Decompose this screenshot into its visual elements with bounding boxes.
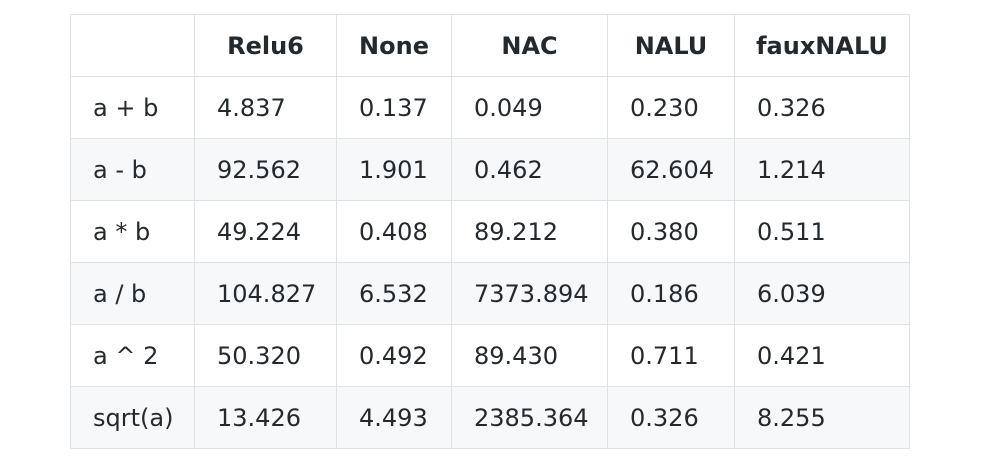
table-row: a ^ 2 50.320 0.492 89.430 0.711 0.421 [70, 324, 910, 387]
table-cell: 89.212 [451, 200, 608, 263]
table-cell: 49.224 [194, 200, 337, 263]
table-cell: 13.426 [194, 386, 337, 449]
table-cell: 0.186 [607, 262, 735, 325]
table-cell: 1.214 [734, 138, 910, 201]
table-cell: 0.049 [451, 76, 608, 139]
table-cell: 0.326 [607, 386, 735, 449]
table-cell: 2385.364 [451, 386, 608, 449]
table-cell: 0.380 [607, 200, 735, 263]
table-cell: 8.255 [734, 386, 910, 449]
table-body: a + b 4.837 0.137 0.049 0.230 0.326 a - … [70, 76, 910, 449]
header-cell-none: None [336, 14, 452, 77]
table-cell: 0.492 [336, 324, 452, 387]
table-cell: 0.711 [607, 324, 735, 387]
table-cell: 0.462 [451, 138, 608, 201]
row-label-cell: a / b [70, 262, 195, 325]
table-cell: 62.604 [607, 138, 735, 201]
table-cell: 0.511 [734, 200, 910, 263]
header-row: Relu6 None NAC NALU fauxNALU [70, 14, 910, 77]
table-cell: 4.493 [336, 386, 452, 449]
header-cell-nac: NAC [451, 14, 608, 77]
table-cell: 0.408 [336, 200, 452, 263]
results-table: Relu6 None NAC NALU fauxNALU a + b 4.837… [70, 14, 910, 449]
row-label-cell: a ^ 2 [70, 324, 195, 387]
row-label-cell: sqrt(a) [70, 386, 195, 449]
table-row: a + b 4.837 0.137 0.049 0.230 0.326 [70, 76, 910, 139]
row-label-cell: a * b [70, 200, 195, 263]
table-cell: 6.532 [336, 262, 452, 325]
header-cell-relu6: Relu6 [194, 14, 337, 77]
header-cell-corner [70, 14, 195, 77]
table-row: sqrt(a) 13.426 4.493 2385.364 0.326 8.25… [70, 386, 910, 449]
table-cell: 7373.894 [451, 262, 608, 325]
table-row: a * b 49.224 0.408 89.212 0.380 0.511 [70, 200, 910, 263]
table-cell: 50.320 [194, 324, 337, 387]
table-header: Relu6 None NAC NALU fauxNALU [70, 14, 910, 77]
table-cell: 0.326 [734, 76, 910, 139]
table-row: a / b 104.827 6.532 7373.894 0.186 6.039 [70, 262, 910, 325]
table-cell: 104.827 [194, 262, 337, 325]
table-cell: 4.837 [194, 76, 337, 139]
row-label-cell: a - b [70, 138, 195, 201]
table-cell: 0.137 [336, 76, 452, 139]
header-cell-nalu: NALU [607, 14, 735, 77]
row-label-cell: a + b [70, 76, 195, 139]
header-cell-fauxnalu: fauxNALU [734, 14, 910, 77]
table-cell: 6.039 [734, 262, 910, 325]
table-cell: 0.421 [734, 324, 910, 387]
table-cell: 0.230 [607, 76, 735, 139]
table-cell: 92.562 [194, 138, 337, 201]
table-row: a - b 92.562 1.901 0.462 62.604 1.214 [70, 138, 910, 201]
table-cell: 89.430 [451, 324, 608, 387]
table-cell: 1.901 [336, 138, 452, 201]
